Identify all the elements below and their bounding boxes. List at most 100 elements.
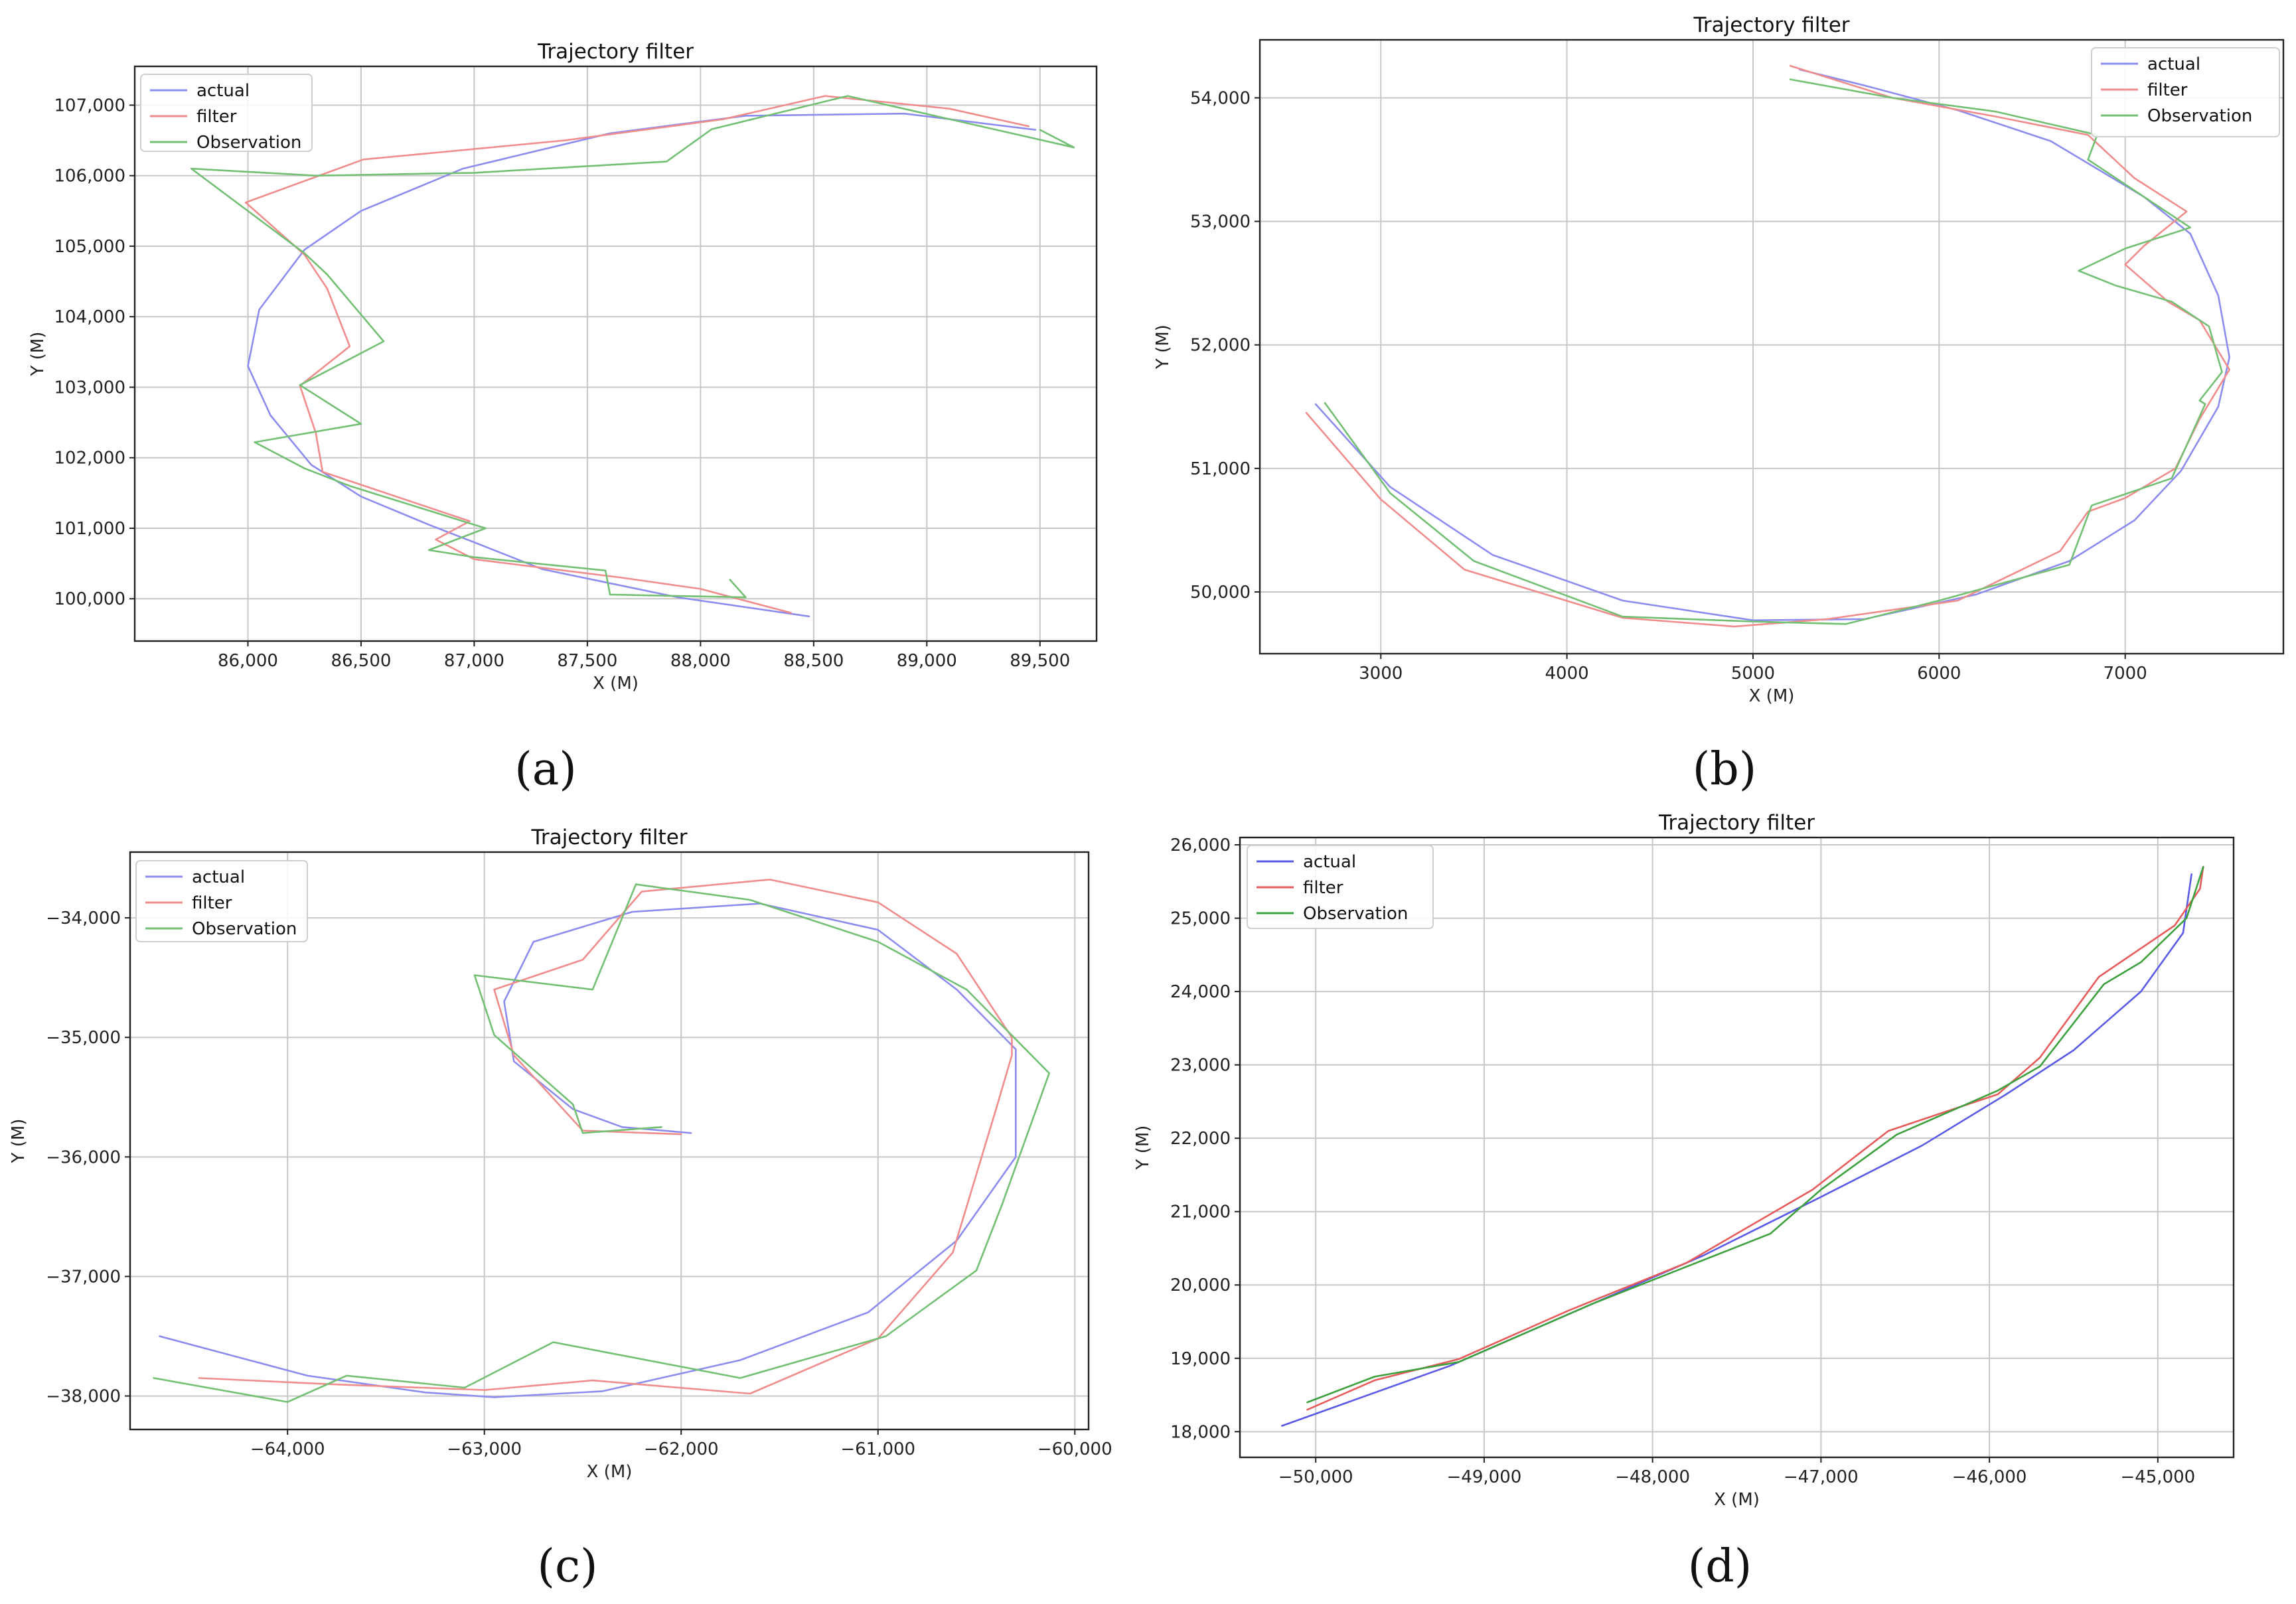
- chart-title: Trajectory filter: [1693, 13, 1849, 37]
- y-tick-label: 22,000: [1170, 1129, 1231, 1149]
- panel-label: (c): [537, 1540, 597, 1593]
- legend-label-filter: filter: [1303, 878, 1343, 898]
- x-tick-label: 3000: [1359, 664, 1403, 684]
- x-axis-label: X (M): [1714, 1490, 1760, 1510]
- legend-box: [1247, 845, 1434, 929]
- chart-title: Trajectory filter: [1658, 811, 1815, 835]
- x-tick-label: 6000: [1917, 664, 1961, 684]
- legend: actual filter Observation: [135, 860, 308, 942]
- x-tick-label: −63,000: [447, 1439, 522, 1459]
- y-tick-label: 19,000: [1170, 1349, 1231, 1369]
- x-tick-label: −50,000: [1278, 1467, 1353, 1487]
- y-axis-label: Y (M): [1133, 1126, 1153, 1171]
- x-tick-label: 89,000: [897, 651, 957, 671]
- series-line-filter: [244, 95, 1030, 614]
- y-tick-label: 51,000: [1190, 459, 1251, 479]
- y-tick-label: 26,000: [1170, 836, 1231, 855]
- y-tick-label: 23,000: [1170, 1056, 1231, 1076]
- x-tick-label: −45,000: [2120, 1467, 2195, 1487]
- legend: actual filter Observation: [2091, 47, 2280, 137]
- series-line-filter: [1305, 64, 2230, 628]
- y-tick-label: 20,000: [1170, 1276, 1231, 1295]
- legend-box: [135, 860, 308, 942]
- chart-panel-4: −50,000 −49,000 −48,000 −47,000 −46,000 −45,0…: [1133, 811, 2235, 1593]
- y-tick-label: 21,000: [1170, 1203, 1231, 1222]
- x-axis-label: X (M): [587, 1462, 633, 1482]
- legend-box: [140, 74, 313, 152]
- legend-label-observation: Observation: [192, 919, 297, 939]
- x-tick-label: 89,500: [1010, 651, 1070, 671]
- plot-frame: [129, 851, 1090, 1431]
- series-line-observation: [190, 95, 1075, 599]
- panel-label: (a): [514, 743, 577, 796]
- series-line-actual: [247, 112, 1037, 618]
- series-line-observation: [153, 883, 1050, 1403]
- chart-panel-2: 3000 4000 5000 6000 7000 50,000 51,000 52,000 53…: [1153, 13, 2285, 796]
- x-tick-label: 5000: [1731, 664, 1775, 684]
- x-tick-label: 87,500: [557, 651, 617, 671]
- y-tick-label: 101,000: [54, 519, 125, 539]
- plot-frame: [1259, 38, 2285, 655]
- x-tick-label: −48,000: [1615, 1467, 1690, 1487]
- legend-label-actual: actual: [1303, 852, 1356, 872]
- x-tick-label: −61,000: [840, 1439, 915, 1459]
- x-tick-label: −64,000: [250, 1439, 325, 1459]
- series-line-actual: [1281, 873, 2192, 1427]
- y-tick-label: −38,000: [46, 1387, 121, 1407]
- x-tick-label: 86,500: [331, 651, 391, 671]
- y-tick-label: 50,000: [1190, 583, 1251, 603]
- series-line-filter: [198, 879, 1013, 1395]
- series-line-observation: [1324, 78, 2223, 625]
- y-tick-label: 103,000: [54, 378, 125, 398]
- legend-box: [2091, 47, 2280, 137]
- x-tick-label: 7000: [2104, 664, 2147, 684]
- x-tick-label: −49,000: [1447, 1467, 1522, 1487]
- x-tick-label: −47,000: [1784, 1467, 1859, 1487]
- legend-label-filter: filter: [192, 893, 232, 913]
- legend-label-actual: actual: [196, 81, 250, 101]
- chart-panel-3: −64,000 −63,000 −62,000 −61,000 −60,000 −38,0…: [9, 826, 1112, 1593]
- x-tick-label: −60,000: [1037, 1439, 1112, 1459]
- y-tick-label: 18,000: [1170, 1422, 1231, 1442]
- legend-label-observation: Observation: [2147, 106, 2252, 126]
- plot-frame: [1239, 836, 2235, 1459]
- x-tick-label: −46,000: [1952, 1467, 2027, 1487]
- legend: actual filter Observation: [140, 74, 313, 153]
- series-line-observation: [1306, 865, 2204, 1404]
- y-axis-label: Y (M): [9, 1119, 29, 1164]
- y-tick-label: −37,000: [46, 1267, 121, 1287]
- x-tick-label: −62,000: [644, 1439, 719, 1459]
- x-tick-label: 86,000: [218, 651, 278, 671]
- panel-label: (b): [1693, 743, 1757, 796]
- chart-title: Trajectory filter: [530, 826, 687, 849]
- legend: actual filter Observation: [1247, 845, 1434, 929]
- chart-title: Trajectory filter: [537, 40, 694, 64]
- y-tick-label: 25,000: [1170, 909, 1231, 929]
- y-axis-label: Y (M): [1153, 325, 1173, 370]
- legend-label-filter: filter: [2147, 80, 2188, 100]
- y-tick-label: −36,000: [46, 1147, 121, 1167]
- legend-label-filter: filter: [196, 107, 237, 127]
- y-tick-label: 54,000: [1190, 88, 1251, 108]
- x-axis-label: X (M): [593, 674, 639, 693]
- y-tick-label: −35,000: [46, 1028, 121, 1048]
- x-tick-label: 88,000: [670, 651, 731, 671]
- y-tick-label: 53,000: [1190, 212, 1251, 232]
- y-tick-label: 107,000: [54, 96, 125, 115]
- y-tick-label: 100,000: [54, 589, 125, 609]
- legend-label-observation: Observation: [1303, 904, 1408, 924]
- x-tick-label: 88,500: [783, 651, 844, 671]
- y-tick-label: 102,000: [54, 449, 125, 469]
- plot-frame: [133, 65, 1098, 642]
- x-axis-label: X (M): [1749, 686, 1795, 706]
- legend-label-actual: actual: [2147, 54, 2200, 74]
- y-axis-label: Y (M): [28, 332, 48, 377]
- panel-label: (d): [1688, 1540, 1752, 1593]
- y-tick-label: 105,000: [54, 237, 125, 257]
- y-tick-label: 106,000: [54, 167, 125, 186]
- y-tick-label: 52,000: [1190, 336, 1251, 356]
- y-tick-label: −34,000: [46, 909, 121, 928]
- legend-label-observation: Observation: [196, 133, 301, 153]
- y-tick-label: 104,000: [54, 307, 125, 327]
